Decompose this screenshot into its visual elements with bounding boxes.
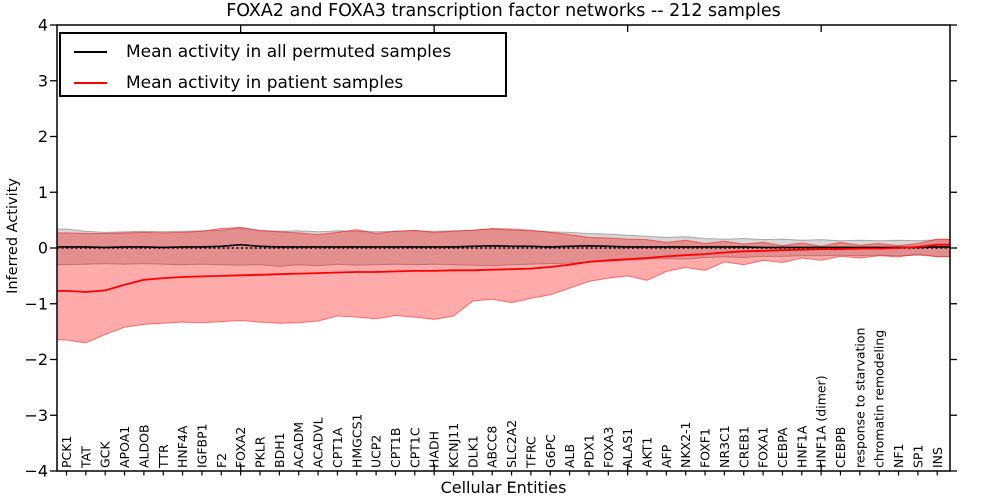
x-tick-label: APOA1 [117, 426, 132, 468]
legend: Mean activity in all permuted samples Me… [59, 32, 507, 97]
x-tick-label: AKT1 [640, 437, 655, 468]
x-tick-label: DLK1 [465, 435, 480, 468]
x-tick-label: NR3C1 [717, 425, 732, 468]
y-tick-label: 3 [38, 71, 48, 90]
y-tick-label: 2 [38, 127, 48, 146]
y-tick-label: 1 [38, 183, 48, 202]
y-tick-label: −2 [24, 350, 48, 369]
x-tick-label: TFRC [523, 436, 538, 469]
legend-line-patient-icon [74, 82, 107, 84]
legend-label-patient: Mean activity in patient samples [126, 73, 404, 93]
legend-label-permuted: Mean activity in all permuted samples [126, 42, 452, 62]
x-tick-label: HNF1A (dimer) [814, 375, 829, 468]
x-tick-label: ACADM [291, 422, 306, 468]
x-tick-label: ALAS1 [620, 428, 635, 468]
x-tick-label: CPT1A [330, 427, 345, 468]
x-tick-label: CREB1 [736, 426, 751, 468]
patient-mean-line [57, 243, 950, 293]
x-tick-label: TAT [78, 446, 93, 469]
x-tick-label: HNF4A [175, 425, 190, 468]
x-tick-label: SLC2A2 [504, 420, 519, 468]
permuted-mean-line [57, 243, 950, 249]
y-tick-label: 4 [38, 16, 48, 35]
x-tick-label: ACADVL [311, 417, 326, 468]
x-tick-label: FOXA1 [756, 427, 771, 468]
x-tick-label: TTR [156, 444, 171, 469]
y-tick-label: 0 [38, 239, 48, 258]
x-tick-label: NKX2-1 [678, 421, 693, 468]
x-tick-label: HNF1A [794, 425, 809, 468]
x-tick-label: F2 [214, 453, 229, 468]
x-tick-label: PCK1 [59, 436, 74, 468]
x-tick-label: PDX1 [581, 434, 596, 468]
x-tick-label: FOXF1 [698, 428, 713, 468]
x-tick-label: INS [930, 447, 945, 468]
x-tick-label: HMGCS1 [349, 414, 364, 469]
x-tick-label: CEBPB [833, 427, 848, 468]
x-tick-label: AFP [659, 444, 674, 468]
legend-line-permuted-icon [74, 51, 107, 53]
x-tick-label: BDH1 [272, 432, 287, 468]
x-tick-label: KCNJ11 [446, 423, 461, 468]
x-tick-label: FOXA3 [601, 427, 616, 468]
x-tick-label: ALDOB [136, 424, 151, 468]
x-tick-label: FOXA2 [233, 427, 248, 468]
x-tick-label: response to starvation [852, 328, 867, 469]
x-tick-label: UCP2 [369, 435, 384, 468]
y-tick-label: −3 [24, 406, 48, 425]
y-tick-label: −1 [24, 294, 48, 313]
x-tick-label: CPT1C [407, 427, 422, 468]
x-tick-label: ABCC8 [485, 426, 500, 468]
x-tick-label: CEBPA [775, 427, 790, 468]
x-tick-label: PKLR [253, 436, 268, 468]
chart-title: FOXA2 and FOXA3 transcription factor net… [226, 1, 781, 21]
x-tick-label: HADH [427, 431, 442, 468]
x-tick-label: SP1 [910, 445, 925, 468]
x-tick-label: NF1 [891, 444, 906, 469]
x-tick-label: CPT1B [388, 428, 403, 468]
x-tick-label: G6PC [543, 434, 558, 468]
legend-entry-patient: Mean activity in patient samples [61, 68, 505, 98]
x-tick-label: ALB [562, 444, 577, 468]
x-tick-label: chromatin remodeling [872, 330, 887, 468]
x-axis-label: Cellular Entities [440, 478, 567, 497]
x-tick-label: GCK [98, 441, 113, 468]
legend-entry-permuted: Mean activity in all permuted samples [61, 37, 505, 67]
y-tick-label: −4 [24, 462, 48, 481]
x-tick-label: IGFBP1 [194, 423, 209, 468]
